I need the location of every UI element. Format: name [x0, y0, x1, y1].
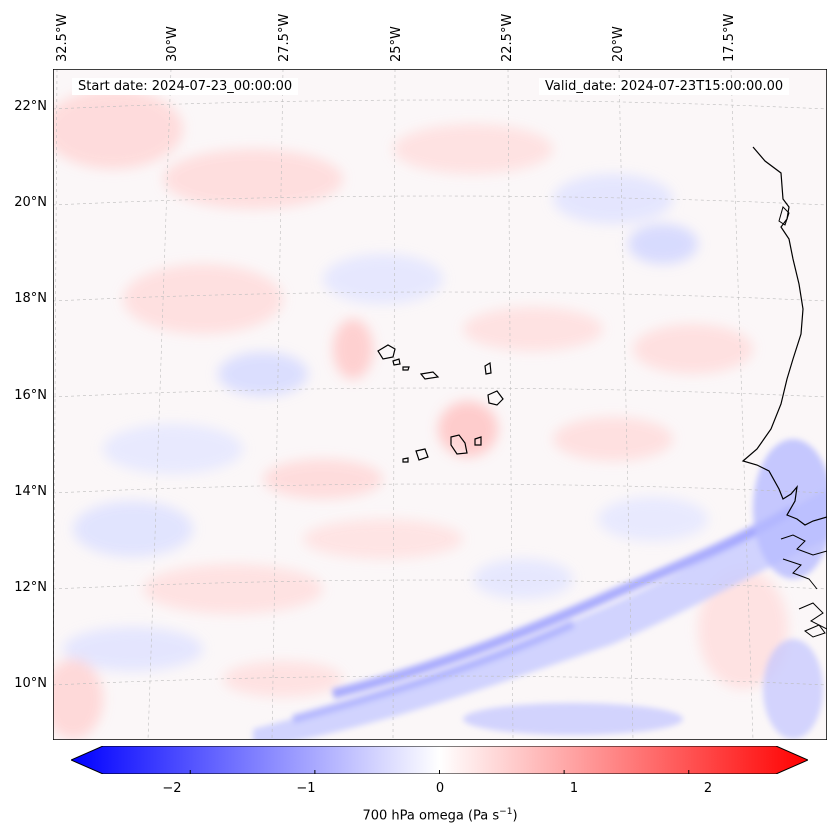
lon-label-25w: 25°W: [389, 26, 404, 62]
colorbar-label: 700 hPa omega (Pa s−1): [0, 807, 837, 823]
colorbar-bar: [71, 746, 808, 774]
valid-date-label: Valid_date: 2024-07-23T15:00:00.00: [539, 78, 790, 95]
colorbar-tick-2: 2: [703, 781, 713, 796]
colorbar-tick-0: 0: [435, 781, 445, 796]
lat-label-10n: 10°N: [14, 676, 47, 691]
omega-field-map: [53, 69, 827, 740]
colorbar-tick-minus-1: −1: [296, 781, 316, 796]
lat-label-16n: 16°N: [14, 388, 47, 403]
colorbar-label-main: 700 hPa omega (Pa s: [362, 808, 500, 824]
lon-label-22-5w: 22.5°W: [500, 13, 515, 62]
lat-label-14n: 14°N: [14, 484, 47, 499]
lon-label-27-5w: 27.5°W: [277, 13, 292, 62]
colorbar-label-end: ): [512, 808, 518, 824]
colorbar-tick-1: 1: [569, 781, 579, 796]
lon-label-20w: 20°W: [611, 26, 626, 62]
colorbar: [71, 746, 808, 774]
lat-label-12n: 12°N: [14, 580, 47, 595]
lat-label-22n: 22°N: [14, 99, 47, 114]
lat-label-20n: 20°N: [14, 195, 47, 210]
lon-label-30w: 30°W: [165, 26, 180, 62]
start-date-label: Start date: 2024-07-23_00:00:00: [72, 78, 299, 95]
lon-label-17-5w: 17.5°W: [722, 13, 737, 62]
lon-label-32-5w: 32.5°W: [55, 13, 70, 62]
cape-verde-islands: [377, 344, 504, 463]
graticule: [53, 69, 827, 740]
omega-shading: [53, 89, 788, 739]
colorbar-tick-minus-2: −2: [162, 781, 182, 796]
lat-label-18n: 18°N: [14, 291, 47, 306]
colorbar-label-exponent: −1: [499, 807, 513, 817]
